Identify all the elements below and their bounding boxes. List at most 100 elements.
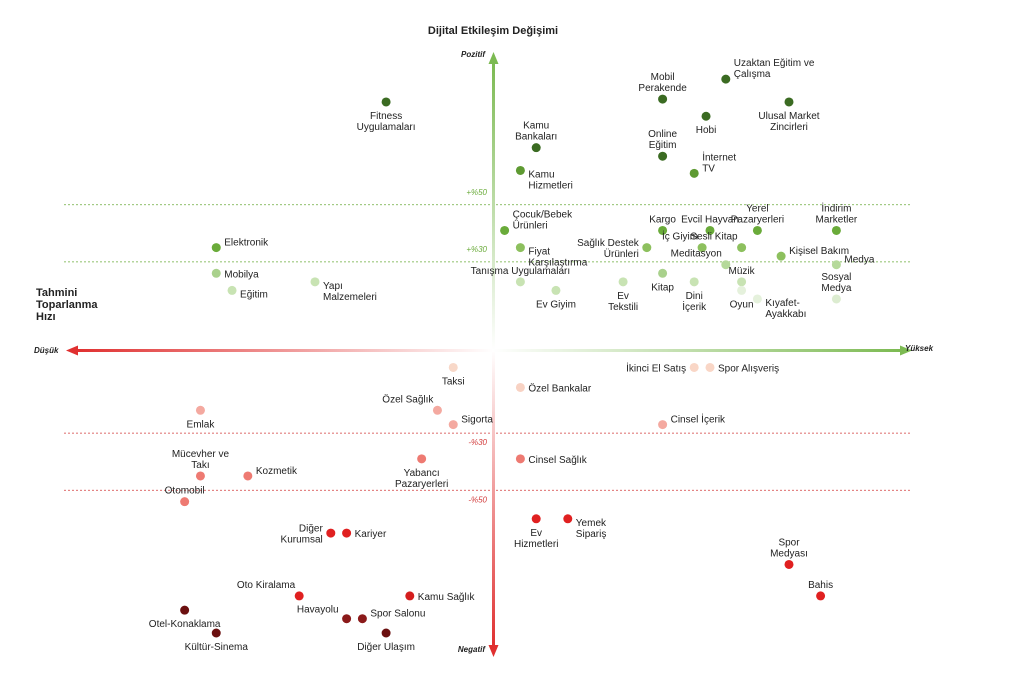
data-point (381, 628, 391, 638)
data-point (342, 528, 352, 538)
y-axis-positive-arrow (488, 52, 499, 64)
data-point (515, 382, 525, 392)
x-axis-negative-arrow (66, 345, 78, 356)
data-point (180, 605, 190, 615)
axes (66, 52, 912, 657)
data-point (642, 243, 652, 253)
data-point (689, 168, 699, 178)
data-point-label: Cinsel İçerik (671, 413, 726, 426)
y-axis-negative (492, 350, 495, 647)
data-point-label: Bahis (808, 580, 833, 591)
data-point (689, 362, 699, 372)
reference-line-label: +%30 (466, 245, 487, 254)
data-point (195, 405, 205, 415)
data-point (705, 362, 715, 372)
data-point (405, 591, 415, 601)
data-point (737, 285, 747, 295)
data-point-label: Otomobil (165, 486, 205, 497)
data-point-label: Diğer Kurumsal (281, 524, 324, 546)
data-point-label: Kamu Sağlık (418, 592, 476, 603)
data-point-label: Havayolu (297, 605, 339, 616)
data-point-label: Medya (844, 255, 874, 266)
data-point (357, 614, 367, 624)
data-point-label: Özel Bankalar (528, 382, 591, 394)
data-point-label: Dini İçerik (682, 291, 707, 313)
data-point-label: Yerel Pazaryerleri (731, 203, 784, 225)
data-point (243, 471, 253, 481)
data-point-label: Sosyal Medya (821, 272, 851, 294)
x-axis-low-label: Düşük (34, 346, 59, 355)
data-point-label: Yabancı Pazaryerleri (395, 468, 448, 490)
data-point (211, 628, 221, 638)
data-point-label: Sesli Kitap (690, 232, 738, 243)
x-axis-high-label: Yüksek (905, 344, 934, 353)
reference-line-label: -%50 (468, 495, 487, 504)
data-point-label: Kariyer (355, 529, 387, 540)
data-point-label: Sağlık Destek Ürünleri (577, 238, 640, 260)
data-point-label: Kamu Hizmetleri (528, 169, 572, 191)
data-point-label: Mücevher ve Takı (172, 449, 230, 471)
data-point (515, 454, 525, 464)
data-point-label: Hobi (696, 125, 717, 136)
data-point (448, 362, 458, 372)
data-point-label: Mobilya (224, 269, 259, 280)
data-point-label: Yemek Sipariş (576, 518, 607, 540)
data-point-label: Müzik (729, 266, 756, 277)
data-point (381, 97, 391, 107)
data-point-label: Sigorta (461, 415, 493, 426)
data-point-label: Fitness Uygulamaları (357, 111, 416, 133)
data-point (195, 471, 205, 481)
data-point (618, 277, 628, 287)
data-point-label: Oto Kiralama (237, 580, 296, 591)
data-point-label: Çocuk/Bebek Ürünleri (513, 209, 573, 231)
data-point-label: Yapı Malzemeleri (323, 281, 377, 303)
x-axis-positive-arrow (900, 345, 912, 356)
data-point-label: Taksi (442, 376, 465, 387)
data-point-label: Spor Medyası (770, 537, 808, 559)
data-point-label: Kitap (651, 282, 674, 293)
data-point (831, 294, 841, 304)
data-point-label: Spor Salonu (370, 609, 425, 620)
data-point-label: Diğer Ulaşım (357, 642, 415, 653)
data-point-label: Kişisel Bakım (789, 246, 849, 257)
data-point (417, 454, 427, 464)
reference-lines: +%50 +%30 -%30 -%50 (64, 188, 912, 504)
data-point (531, 514, 541, 524)
y-axis-high-label: Pozitif (461, 50, 486, 59)
data-point (752, 225, 762, 235)
data-point-label: Kargo (649, 214, 676, 225)
data-point (448, 420, 458, 430)
data-point (658, 151, 668, 161)
data-point-label: Ulusal Market Zincirleri (758, 111, 819, 133)
data-point (721, 74, 731, 84)
data-point (180, 497, 190, 507)
data-point (515, 165, 525, 175)
data-point (831, 225, 841, 235)
data-point-label: İç Giyim (662, 230, 698, 243)
x-axis-title: Tahmini Toparlanma Hızı (36, 287, 98, 323)
data-point (831, 260, 841, 270)
data-point (784, 97, 794, 107)
data-point (658, 225, 668, 235)
data-point (211, 268, 221, 278)
data-point-label: Mobil Perakende (638, 72, 687, 94)
data-point (737, 277, 747, 287)
x-axis-positive (493, 349, 901, 352)
data-point (705, 225, 715, 235)
data-point (515, 243, 525, 253)
data-point (432, 405, 442, 415)
data-point (816, 591, 826, 601)
chart-title: Dijital Etkileşim Değişimi (428, 25, 558, 37)
data-point-label: Özel Sağlık (382, 393, 434, 405)
data-point-label: Online Eğitim (648, 129, 677, 151)
data-points: Fitness Uygulamaları Mobil Perakende Uzaktan… (149, 58, 875, 653)
data-point-label: Kültür-Sinema (185, 642, 249, 653)
y-axis-positive (492, 62, 495, 350)
data-point-label: Elektronik (224, 238, 269, 249)
data-point (211, 243, 221, 253)
data-point-label: İndirim Marketler (816, 201, 858, 225)
data-point-label: Fiyat Karşılaştırma (528, 247, 587, 269)
data-point (689, 277, 699, 287)
data-point (563, 514, 573, 524)
